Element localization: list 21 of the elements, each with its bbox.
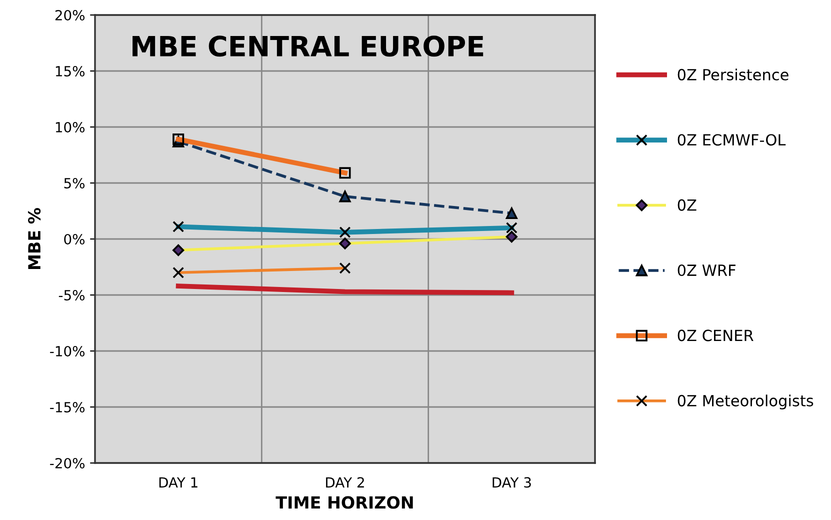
y-tick-label: 20% [55, 10, 85, 20]
y-tick-label: -5% [58, 290, 85, 300]
y-tick-label: 10% [56, 122, 85, 132]
legend-label: 0Z Persistence [678, 68, 788, 80]
y-tick-label: -10% [50, 346, 85, 356]
x-axis-title: TIME HORIZON [276, 496, 413, 509]
x-tick-label: DAY 1 [159, 477, 198, 488]
legend-label: 0Z ECMWF-OL [678, 134, 786, 146]
text: MBE CENTRAL EUROPE [132, 36, 484, 57]
legend-label: 0Z WRF [678, 264, 736, 276]
x-tick-label: DAY 2 [326, 477, 364, 488]
y-tick-label: -20% [50, 458, 85, 468]
y-tick-label: 15% [56, 66, 85, 76]
y-tick-label: 5% [64, 178, 85, 188]
legend-label: 0Z CENER [678, 330, 754, 342]
y-tick-label: 0% [64, 234, 85, 244]
y-axis-title: MBE % [28, 208, 41, 270]
x-tick-label: DAY 3 [492, 477, 531, 488]
y-tick-label: -15% [50, 402, 85, 412]
legend-label: 0Z Meteorologists [678, 394, 814, 410]
legend-label: 0Z [678, 199, 696, 211]
